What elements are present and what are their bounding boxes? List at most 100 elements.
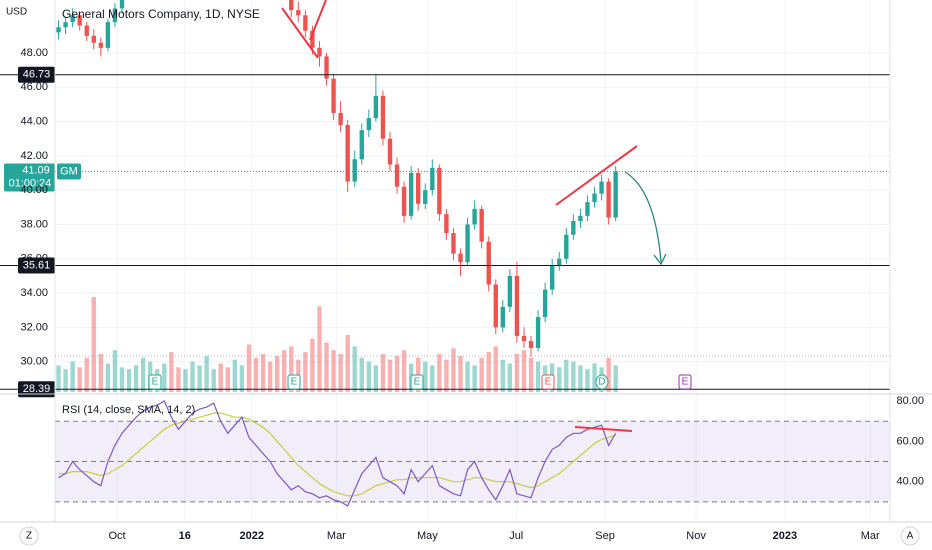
volume-bar [423, 361, 428, 392]
volume-bar [514, 354, 520, 392]
volume-bar [267, 361, 273, 392]
volume-bar [317, 306, 322, 392]
level-label: 28.39 [23, 383, 51, 395]
volume-bar [479, 357, 484, 392]
volume-bar [458, 355, 463, 392]
volume-bar [486, 352, 491, 392]
volume-bar [380, 354, 386, 392]
trend-line [574, 426, 633, 432]
candle-body [352, 159, 357, 182]
button-label[interactable]: A [907, 531, 914, 542]
candle-body [401, 186, 407, 216]
y-tick-label: 42.00 [20, 150, 48, 162]
volume-bar [225, 367, 230, 392]
candle-body [112, 8, 118, 23]
symbol-box [57, 163, 81, 180]
x-tick-label: 2023 [773, 530, 797, 542]
candle-body [557, 258, 562, 266]
volume-bar [345, 335, 350, 392]
candle-body [380, 95, 386, 139]
candle-body [105, 22, 111, 48]
volume-bar [77, 367, 82, 392]
level-box [18, 381, 55, 398]
trend-line [555, 145, 638, 206]
event-marker [595, 374, 609, 390]
x-tick-label: 2022 [240, 530, 264, 542]
candle-body [331, 78, 336, 114]
rsi-sma-line [58, 412, 616, 497]
volume-bar [578, 365, 583, 392]
candle-body [437, 167, 442, 215]
rsi-tick-label: 80.00 [896, 395, 924, 407]
candle-body [451, 233, 456, 254]
volume-bar [84, 357, 89, 392]
trend-line [309, 0, 327, 41]
event-label: E [291, 377, 298, 388]
candle-body [359, 130, 364, 160]
volume-bar [239, 365, 245, 392]
candle-body [317, 47, 322, 57]
volume-bar [282, 350, 287, 392]
rsi-title: RSI (14, close, SMA, 14, 2) [62, 404, 195, 416]
button-label[interactable]: Z [26, 531, 32, 542]
volume-bar [211, 369, 216, 392]
volume-bar [493, 346, 498, 392]
countdown: 01:00:24 [9, 177, 52, 189]
x-tick-label: Mar [861, 530, 880, 542]
volume-bar [430, 365, 435, 392]
candle-body [458, 253, 463, 263]
rsi-tick-label: 40.00 [896, 476, 924, 488]
x-tick-label: Oct [108, 530, 125, 542]
last-price-box [4, 163, 55, 192]
volume-bar [606, 357, 611, 392]
y-tick-label: 38.00 [20, 218, 48, 230]
volume-bar [338, 354, 343, 392]
volume-bar [190, 361, 195, 392]
x-tick-label: Jul [509, 530, 523, 542]
volume-bar [260, 354, 266, 392]
button[interactable] [900, 526, 920, 546]
volume-bar [451, 348, 456, 392]
event-label: D [598, 377, 605, 388]
rsi-line [58, 400, 617, 507]
volume-bar [401, 350, 407, 392]
candle-body [479, 209, 484, 242]
volume-bar [437, 354, 442, 392]
candle-body [571, 221, 576, 235]
candle-body [599, 181, 604, 194]
candle-body [303, 15, 308, 31]
volume-bar [63, 369, 68, 392]
candle-body [366, 118, 372, 131]
candle-body [606, 181, 611, 218]
volume-bar [571, 361, 576, 392]
candle-body [289, 0, 294, 11]
chart-title: General Motors Company, 1D, NYSE [62, 7, 260, 21]
volume-bar [521, 350, 527, 392]
volume-bar [359, 357, 364, 392]
candle-body [578, 215, 583, 222]
last-price-label: 41.09 [22, 164, 50, 176]
volume-bar [394, 355, 400, 392]
volume-bar [232, 359, 238, 392]
volume-bar [564, 359, 569, 392]
volume-bar [444, 359, 449, 392]
arrow [624, 171, 662, 263]
button[interactable] [19, 526, 39, 546]
candle-body [408, 173, 414, 216]
volume-bar [91, 297, 96, 392]
candle-body [507, 275, 513, 307]
x-tick-label: 16 [179, 530, 191, 542]
volume-bar [169, 352, 174, 392]
symbol-label: GM [60, 165, 78, 177]
candle-body [338, 113, 343, 126]
candle-body [373, 95, 379, 119]
candle-body [542, 289, 548, 318]
volume-bar [324, 342, 329, 392]
candle-body [592, 193, 597, 203]
volume-bar [183, 369, 188, 392]
x-tick-label: Sep [595, 530, 615, 542]
event-marker [410, 374, 424, 390]
candle-body [77, 15, 82, 26]
candle-body [310, 30, 315, 48]
